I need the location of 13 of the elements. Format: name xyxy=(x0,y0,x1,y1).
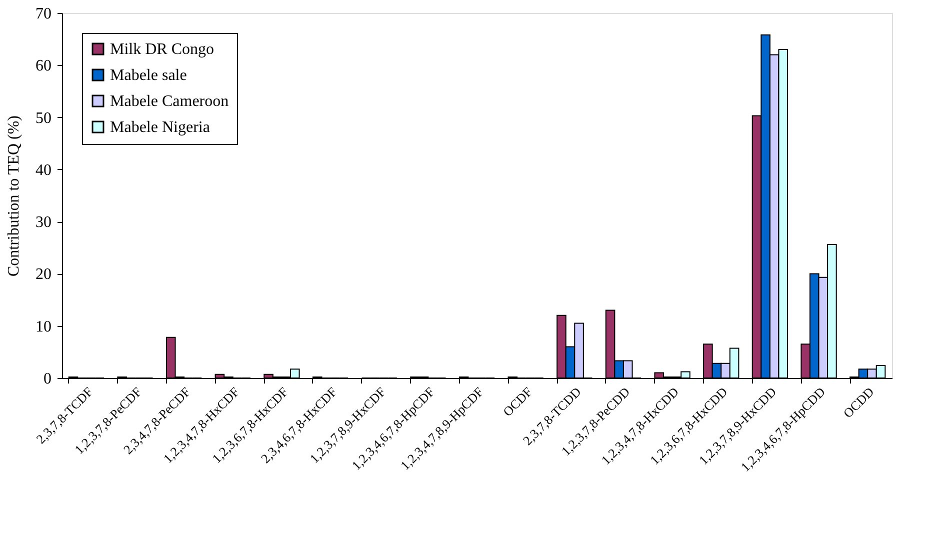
legend-label: Mabele Cameroon xyxy=(110,93,229,110)
y-tick-label: 0 xyxy=(44,370,52,388)
legend-label: Milk DR Congo xyxy=(110,41,214,58)
legend-label: Mabele sale xyxy=(110,67,187,84)
y-tick-label: 30 xyxy=(36,214,52,232)
y-tick-label: 50 xyxy=(36,110,52,127)
y-tick-label: 40 xyxy=(36,162,52,179)
legend-label: Mabele Nigeria xyxy=(110,119,210,136)
y-tick-label: 70 xyxy=(36,6,52,22)
y-tick-label: 10 xyxy=(36,318,52,336)
y-tick-label: 20 xyxy=(36,266,52,284)
y-axis-title: Contribution to TEQ (%) xyxy=(6,115,22,277)
y-tick-label: 60 xyxy=(36,58,52,75)
